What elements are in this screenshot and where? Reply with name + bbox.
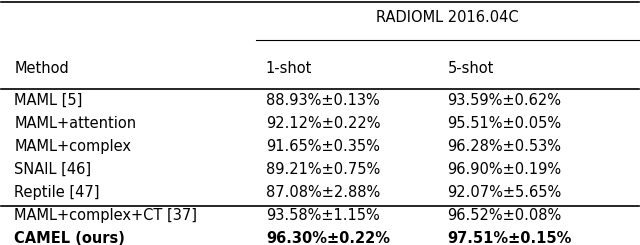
Text: MAML+complex+CT [37]: MAML+complex+CT [37] — [14, 208, 197, 222]
Text: CAMEL (ours): CAMEL (ours) — [14, 231, 125, 245]
Text: 96.30%±0.22%: 96.30%±0.22% — [266, 231, 390, 245]
Text: MAML+attention: MAML+attention — [14, 116, 136, 131]
Text: 87.08%±2.88%: 87.08%±2.88% — [266, 184, 380, 200]
Text: 93.58%±1.15%: 93.58%±1.15% — [266, 208, 380, 222]
Text: 97.51%±0.15%: 97.51%±0.15% — [447, 231, 572, 245]
Text: 92.12%±0.22%: 92.12%±0.22% — [266, 116, 380, 131]
Text: 96.28%±0.53%: 96.28%±0.53% — [447, 139, 561, 154]
Text: MAML+complex: MAML+complex — [14, 139, 131, 154]
Text: 88.93%±0.13%: 88.93%±0.13% — [266, 93, 380, 108]
Text: Reptile [47]: Reptile [47] — [14, 184, 100, 200]
Text: 91.65%±0.35%: 91.65%±0.35% — [266, 139, 380, 154]
Text: 89.21%±0.75%: 89.21%±0.75% — [266, 162, 380, 177]
Text: RADIOML 2016.04C: RADIOML 2016.04C — [376, 10, 519, 24]
Text: 92.07%±5.65%: 92.07%±5.65% — [447, 184, 562, 200]
Text: 96.52%±0.08%: 96.52%±0.08% — [447, 208, 562, 222]
Text: 5-shot: 5-shot — [447, 61, 494, 76]
Text: Method: Method — [14, 61, 69, 76]
Text: 93.59%±0.62%: 93.59%±0.62% — [447, 93, 561, 108]
Text: 96.90%±0.19%: 96.90%±0.19% — [447, 162, 561, 177]
Text: 1-shot: 1-shot — [266, 61, 312, 76]
Text: MAML [5]: MAML [5] — [14, 93, 83, 108]
Text: SNAIL [46]: SNAIL [46] — [14, 162, 92, 177]
Text: 95.51%±0.05%: 95.51%±0.05% — [447, 116, 561, 131]
